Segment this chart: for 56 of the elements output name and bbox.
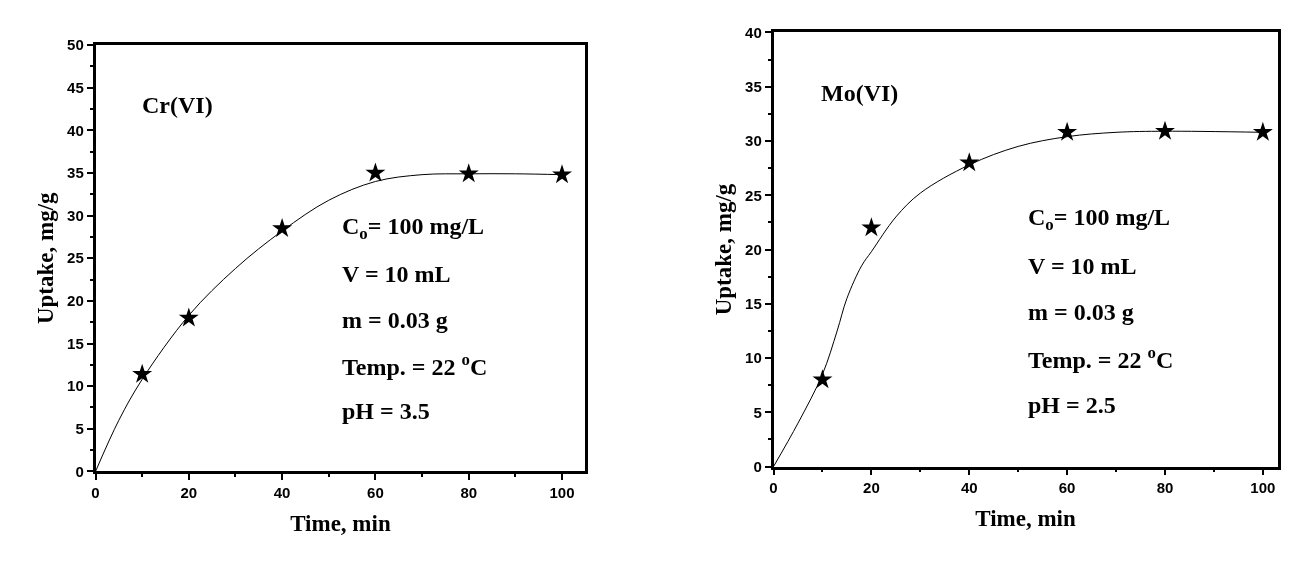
x-tick-label: 0 <box>91 484 100 502</box>
x-tick-label: 80 <box>460 484 478 502</box>
annotation: C$_{o}$= 100 mg/L <box>342 213 485 244</box>
annotation: Mo(VI) <box>821 80 899 106</box>
y-tick-label: 25 <box>67 249 84 267</box>
x-tick-label: 20 <box>863 479 880 497</box>
x-tick-label: 100 <box>549 484 575 502</box>
y-tick-label: 5 <box>753 403 762 421</box>
y-tick-label: 30 <box>67 206 84 224</box>
x-tick-label: 80 <box>1156 479 1174 497</box>
y-tick-label: 0 <box>753 457 762 475</box>
y-tick-label: 5 <box>75 420 84 438</box>
point <box>1057 121 1078 141</box>
annotation: pH = 2.5 <box>1028 392 1116 418</box>
x-tick-label: 60 <box>1058 479 1076 497</box>
point <box>959 152 980 172</box>
y-tick-label: 0 <box>75 462 84 480</box>
y-tick-label: 20 <box>67 292 84 310</box>
y-tick-label: 35 <box>67 164 84 182</box>
y-axis-title: Uptake, mg/g <box>710 183 736 316</box>
y-tick-label: 50 <box>67 36 84 54</box>
y-tick-label: 35 <box>745 77 762 95</box>
annotation: Temp. = 22 $^{o}$C <box>1028 343 1174 374</box>
x-tick-label: 60 <box>367 484 384 502</box>
y-tick-label: 40 <box>67 121 84 139</box>
y-tick-label: 15 <box>67 334 84 352</box>
x-axis-title: Time, min <box>290 510 391 536</box>
annotation: C$_{o}$= 100 mg/L <box>1028 204 1171 235</box>
annotation: m = 0.03 g <box>342 307 448 333</box>
point <box>1155 120 1175 140</box>
y-tick-label: 10 <box>745 349 762 367</box>
annotation: m = 0.03 g <box>1028 299 1134 325</box>
point <box>552 164 573 184</box>
y-tick-label: 45 <box>67 78 84 96</box>
y-tick-label: 20 <box>745 240 762 258</box>
y-tick-label: 30 <box>745 132 762 150</box>
x-tick-label: 20 <box>180 484 198 502</box>
y-tick-label: 15 <box>745 295 762 313</box>
x-tick-label: 0 <box>769 479 778 497</box>
annotation: V = 10 mL <box>1028 253 1137 279</box>
point <box>132 363 153 383</box>
x-tick-label: 40 <box>273 484 291 502</box>
y-tick-label: 25 <box>745 186 762 204</box>
y-tick-label: 10 <box>67 377 84 395</box>
y-axis-title: Uptake, mg/g <box>32 191 58 325</box>
point <box>365 162 386 182</box>
annotation: pH = 3.5 <box>342 398 430 424</box>
annotation: V = 10 mL <box>342 261 451 287</box>
annotation: Temp. = 22 $^{o}$C <box>342 350 488 381</box>
annotation: Cr(VI) <box>142 92 213 118</box>
x-tick-label: 40 <box>960 479 978 497</box>
x-tick-label: 100 <box>1250 479 1276 497</box>
x-axis-title: Time, min <box>975 505 1076 531</box>
y-tick-label: 40 <box>745 23 762 41</box>
point <box>1252 121 1273 141</box>
point <box>861 217 882 237</box>
